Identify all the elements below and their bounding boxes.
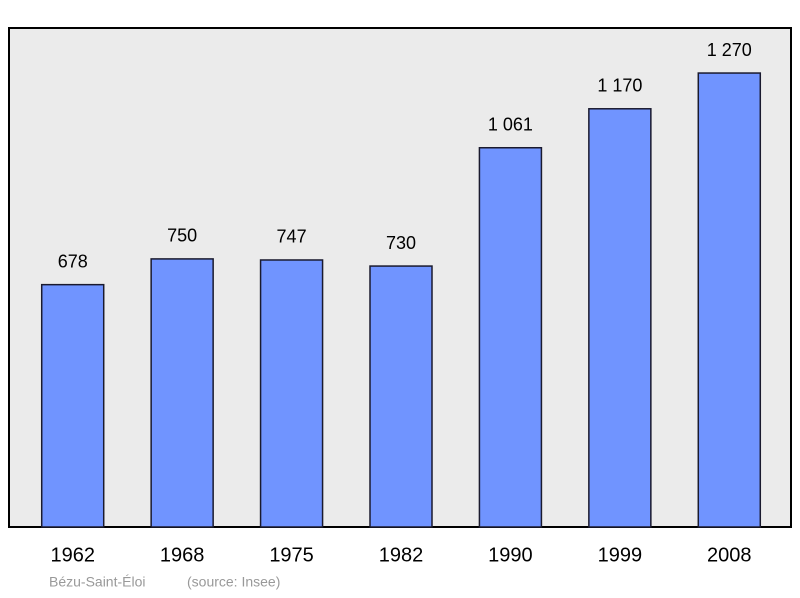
bar bbox=[697, 72, 762, 528]
x-tick-label: 1962 bbox=[50, 544, 95, 566]
value-label: 1 170 bbox=[597, 76, 642, 96]
bar bbox=[478, 146, 543, 528]
value-label: 747 bbox=[277, 227, 307, 247]
value-label: 730 bbox=[386, 233, 416, 253]
x-tick-label: 1982 bbox=[379, 544, 424, 566]
bar bbox=[40, 283, 105, 528]
bar bbox=[259, 259, 324, 528]
x-tick-label: 1999 bbox=[598, 544, 643, 566]
x-tick-label: 1975 bbox=[269, 544, 314, 566]
chart-title: Bézu-Saint-Éloi bbox=[49, 574, 146, 590]
bar bbox=[369, 265, 433, 528]
value-label: 1 270 bbox=[707, 40, 752, 60]
x-tick-label: 2008 bbox=[707, 544, 752, 566]
x-tick-label: 1968 bbox=[160, 544, 205, 566]
value-label: 678 bbox=[58, 251, 88, 271]
source-note: (source: Insee) bbox=[187, 574, 280, 590]
bar bbox=[588, 108, 652, 528]
bar bbox=[150, 258, 214, 528]
x-tick-label: 1990 bbox=[488, 544, 533, 566]
value-label: 750 bbox=[167, 226, 197, 246]
value-label: 1 061 bbox=[488, 114, 533, 134]
